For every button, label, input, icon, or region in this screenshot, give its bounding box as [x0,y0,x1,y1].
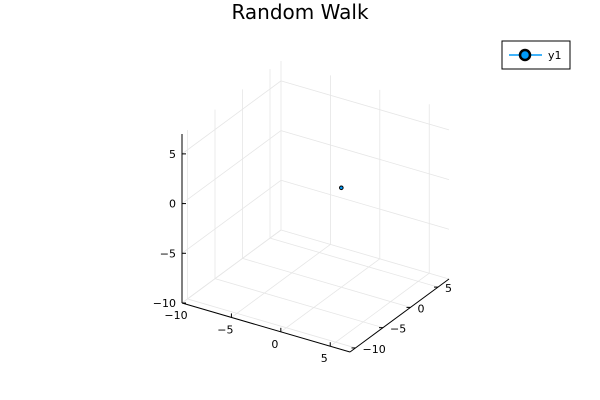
data-point [339,185,344,191]
z-tick-label: 0 [169,198,176,211]
x-tick-label: 5 [321,352,328,365]
grid-line-floor-x [231,244,331,318]
legend-series-marker [518,48,532,62]
x-tick-label: −5 [217,323,233,336]
grid-line-floor-x [329,272,430,347]
grid-line-floor-y [187,298,356,349]
grid-line-floor-y [214,278,384,329]
legend-box [501,40,571,70]
grid-line-side-z [181,229,282,304]
z-tick-label: −5 [160,247,176,260]
y-tick-label: −10 [363,343,386,356]
axis-layer [181,134,450,353]
x-tick-label: −10 [164,309,187,322]
chart-title: Random Walk [231,0,368,24]
grid-line-back-z [280,229,450,280]
grid-line-back-z [280,130,450,180]
grid-line-back-z [280,179,450,230]
marks-layer [339,185,344,191]
y-tick-label: −5 [390,323,406,336]
z-tick-label: 5 [169,148,176,161]
grid-line-back-z [280,80,450,131]
x-axis-line [181,302,351,353]
y-axis-line [349,278,450,353]
grid-line-floor-x [280,258,381,333]
x-tick-label: 0 [271,338,278,351]
grid-line-side-z [181,80,282,155]
y-tick-label: 0 [418,302,425,315]
grid-line-floor-y [269,237,439,288]
y-tick-label: 5 [445,282,452,295]
grid-line-side-z [181,179,282,254]
grid-line-side-z [181,130,282,204]
legend: y1 [501,40,571,70]
z-tick-label: −10 [153,297,176,310]
legend-series-label: y1 [548,49,562,62]
grid-layer [181,61,450,349]
grid-line-floor-y [242,258,411,308]
tick-layer: −10 −5 0 5 −10 −5 0 5 −10 −5 0 5 [153,148,452,365]
